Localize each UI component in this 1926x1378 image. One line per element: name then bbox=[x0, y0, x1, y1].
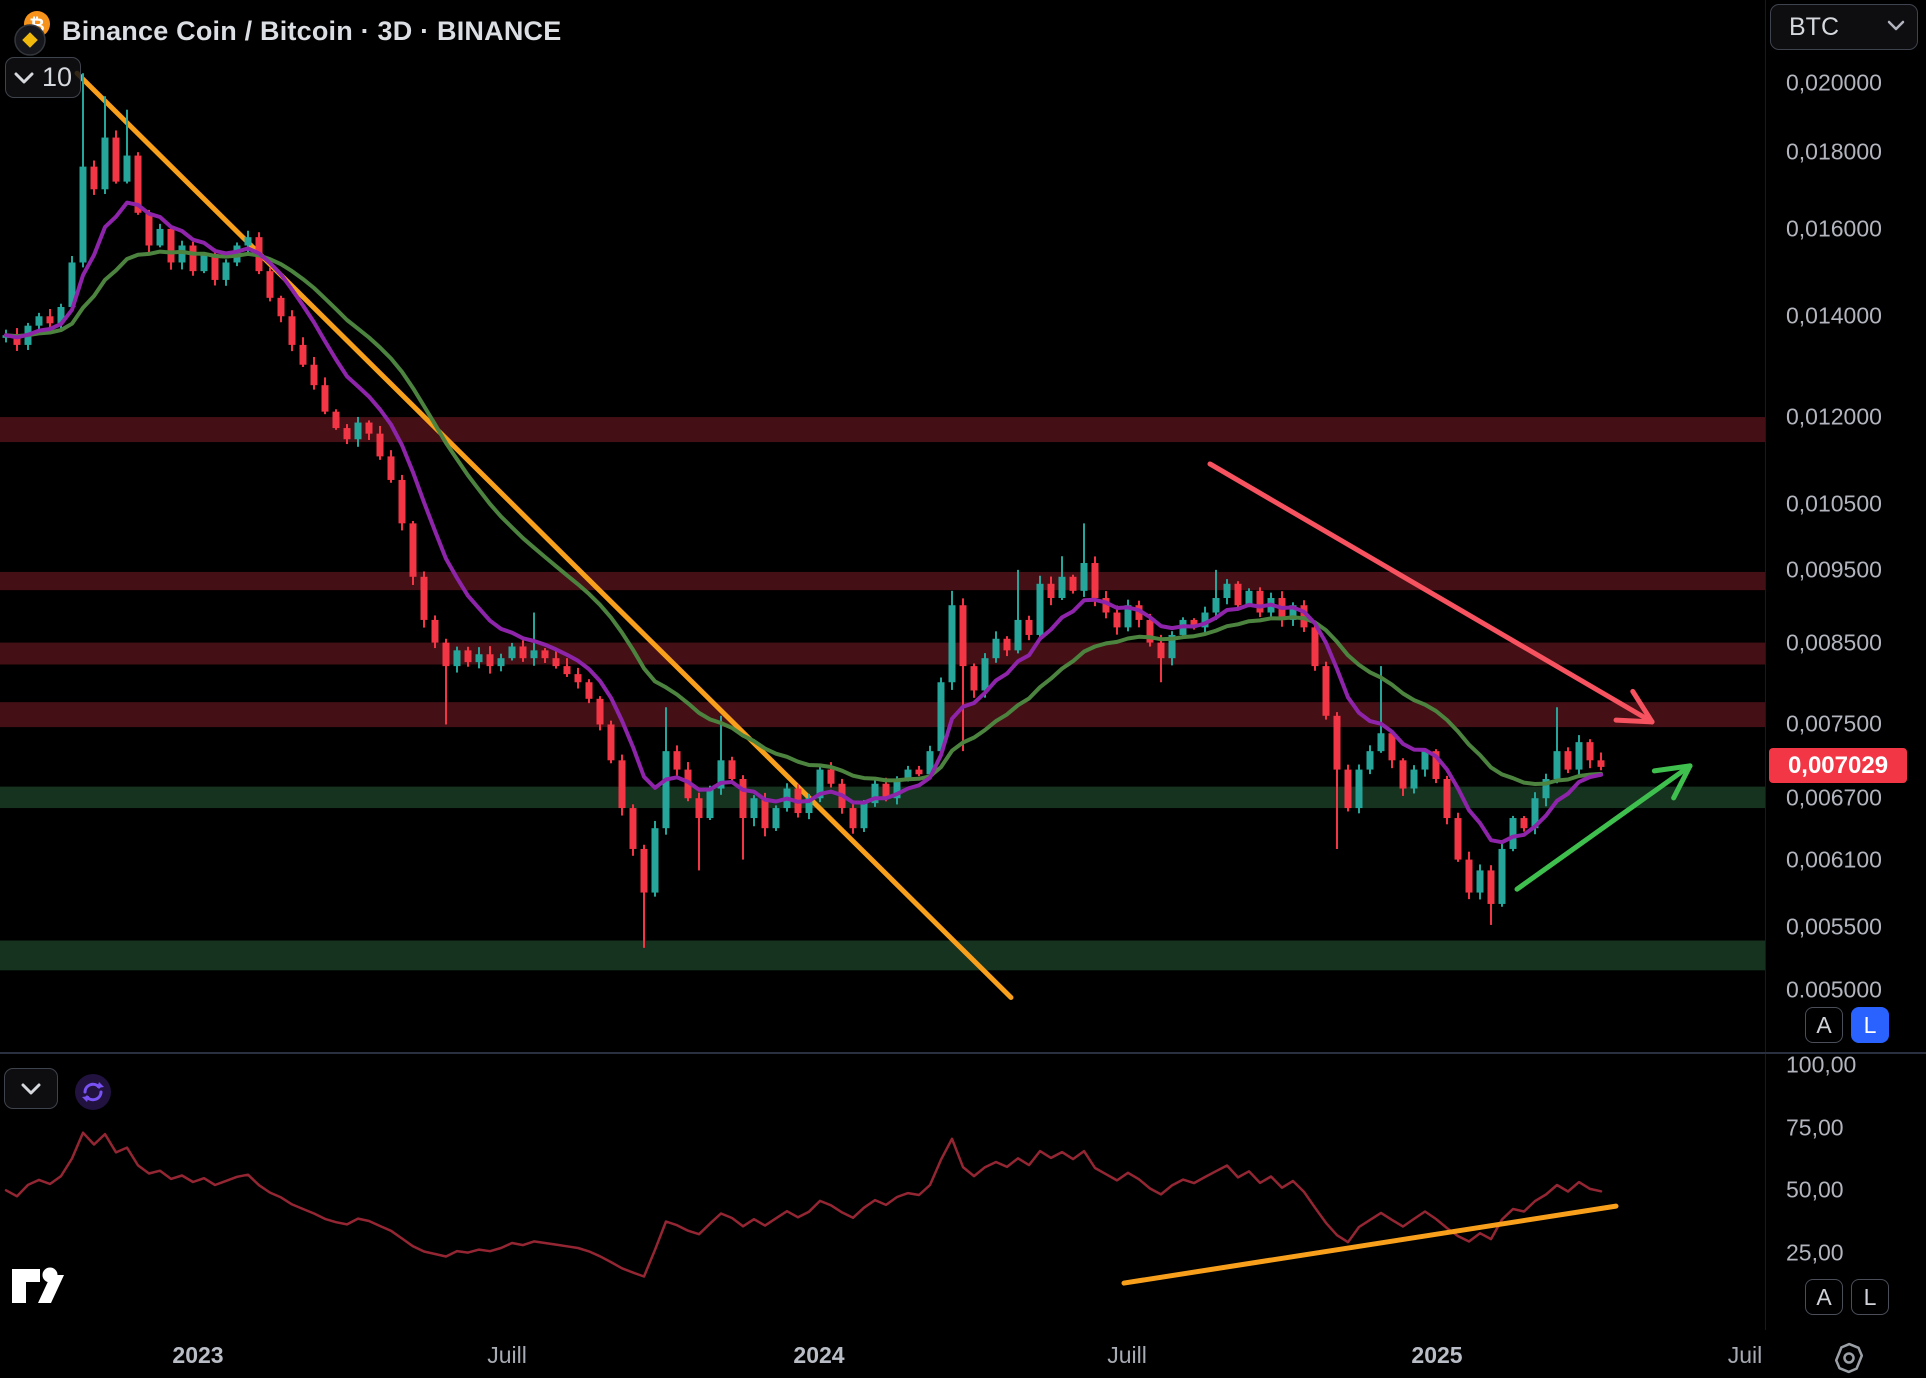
price-tick: 0,006700 bbox=[1786, 784, 1882, 811]
pane-separator bbox=[0, 1052, 1926, 1054]
log-scale-label: L bbox=[1863, 1283, 1877, 1310]
price-tick: 0,007500 bbox=[1786, 710, 1882, 737]
tradingview-logo[interactable] bbox=[10, 1263, 64, 1309]
bearish-arrow bbox=[1207, 461, 1655, 725]
chevron-down-icon bbox=[21, 1083, 41, 1094]
trendline-main bbox=[74, 70, 1014, 1001]
price-tick: 0,009500 bbox=[1786, 556, 1882, 583]
rsi-trendline bbox=[1121, 1203, 1619, 1286]
price-tick: 0.005000 bbox=[1786, 976, 1882, 1003]
legend-badge-label: 10 bbox=[41, 62, 73, 92]
indicator-tick: 50,00 bbox=[1786, 1176, 1844, 1203]
binance-coin-logo-icon: ₿ bbox=[14, 11, 50, 56]
currency-dropdown-value: BTC bbox=[1789, 12, 1839, 41]
indicator-tick: 100,00 bbox=[1786, 1051, 1857, 1078]
axis-separator bbox=[1765, 0, 1766, 1330]
auto-scale-label: A bbox=[1816, 1011, 1832, 1038]
auto-scale-button-indicator[interactable]: A bbox=[1805, 1279, 1843, 1315]
last-price-value: 0,007029 bbox=[1787, 751, 1889, 779]
price-tick: 0,012000 bbox=[1786, 403, 1882, 430]
indicator-sync-button[interactable] bbox=[75, 1074, 111, 1110]
price-tick: 0,008500 bbox=[1786, 629, 1882, 656]
log-scale-label: L bbox=[1863, 1011, 1877, 1038]
time-tick: 2024 bbox=[793, 1342, 845, 1368]
price-tick: 0,006100 bbox=[1786, 846, 1882, 873]
chart-header: ₿ Binance Coin / Bitcoin · 3D · BINANCE bbox=[8, 5, 561, 57]
chevron-down-icon bbox=[14, 72, 34, 83]
indicator-tick: 25,00 bbox=[1786, 1239, 1844, 1266]
support-resistance-zones bbox=[0, 417, 1765, 971]
symbol-title: Binance Coin / Bitcoin · 3D · BINANCE bbox=[62, 15, 562, 46]
log-scale-button-indicator[interactable]: L bbox=[1851, 1279, 1889, 1315]
time-tick: Juil bbox=[1727, 1342, 1763, 1368]
log-scale-button-main[interactable]: L bbox=[1851, 1007, 1889, 1043]
last-price-badge: 0,007029 bbox=[1769, 748, 1907, 783]
price-tick: 0,018000 bbox=[1786, 138, 1882, 165]
time-tick: Juill bbox=[1107, 1342, 1147, 1368]
chevron-down-icon bbox=[1887, 20, 1905, 31]
indicator-collapse-button[interactable] bbox=[4, 1068, 58, 1109]
auto-scale-button-main[interactable]: A bbox=[1805, 1007, 1843, 1043]
price-tick: 0,014000 bbox=[1786, 302, 1882, 329]
indicator-tick: 75,00 bbox=[1786, 1114, 1844, 1141]
price-tick: 0,005500 bbox=[1786, 913, 1882, 940]
auto-scale-label: A bbox=[1816, 1283, 1832, 1310]
rsi-line bbox=[4, 1131, 1603, 1278]
price-tick: 0,020000 bbox=[1786, 69, 1882, 96]
time-tick: Juill bbox=[487, 1342, 527, 1368]
legend-collapse-button[interactable]: 10 bbox=[5, 57, 81, 98]
gear-icon bbox=[1834, 1342, 1864, 1374]
time-tick: 2025 bbox=[1411, 1342, 1463, 1368]
time-tick: 2023 bbox=[172, 1342, 224, 1368]
price-tick: 0,010500 bbox=[1786, 490, 1882, 517]
sync-arrows-icon bbox=[82, 1082, 104, 1102]
timezone-settings-button[interactable] bbox=[1832, 1342, 1866, 1374]
moving-averages bbox=[4, 200, 1603, 845]
bullish-arrow bbox=[1514, 763, 1693, 892]
candlestick-layer bbox=[2, 73, 1605, 948]
price-tick: 0,016000 bbox=[1786, 215, 1882, 242]
currency-dropdown[interactable]: BTC bbox=[1770, 4, 1918, 50]
